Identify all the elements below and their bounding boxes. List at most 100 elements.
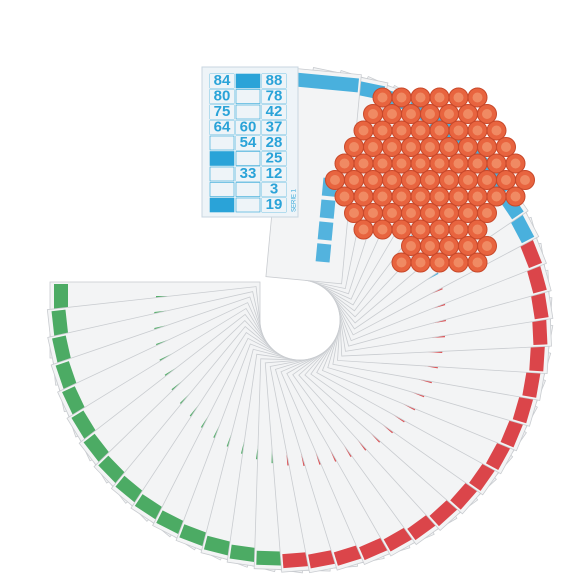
chip-center bbox=[444, 208, 454, 218]
chip-center bbox=[358, 125, 369, 136]
chip-center bbox=[415, 125, 426, 136]
chip-center bbox=[358, 158, 369, 169]
number-cell bbox=[236, 136, 260, 150]
chip-center bbox=[463, 208, 473, 218]
chip-center bbox=[472, 92, 483, 103]
card-cell bbox=[209, 151, 235, 166]
number-cell bbox=[210, 120, 234, 135]
number-cell bbox=[236, 167, 260, 181]
chip-center bbox=[463, 142, 473, 152]
chip-center bbox=[444, 175, 454, 185]
chip-center bbox=[501, 142, 511, 152]
chip-center bbox=[415, 92, 426, 103]
chip-center bbox=[510, 158, 521, 169]
chip-center bbox=[463, 175, 473, 185]
chip-center bbox=[472, 125, 483, 136]
chip-center bbox=[387, 208, 397, 218]
number-cell bbox=[262, 182, 286, 197]
chip-center bbox=[339, 191, 350, 202]
chip-center bbox=[396, 257, 407, 268]
chip-center bbox=[425, 142, 435, 152]
chip-center bbox=[434, 125, 445, 136]
number-cell bbox=[210, 74, 234, 88]
chip-center bbox=[444, 241, 454, 251]
card-number: 75 bbox=[214, 103, 231, 120]
chip-center bbox=[482, 208, 492, 218]
chip-center bbox=[434, 224, 445, 235]
chip-center bbox=[368, 208, 378, 218]
card-cell bbox=[317, 221, 334, 241]
chip-center bbox=[396, 224, 407, 235]
chip-center bbox=[377, 224, 388, 235]
card-cell bbox=[235, 89, 261, 104]
chip-center bbox=[472, 191, 483, 202]
card-number: 19 bbox=[266, 196, 283, 213]
chip-center bbox=[377, 125, 388, 136]
chip-center bbox=[406, 142, 416, 152]
card-fan bbox=[46, 67, 554, 574]
chip-center bbox=[453, 191, 464, 202]
chip-center bbox=[434, 158, 445, 169]
card-cell bbox=[209, 197, 235, 213]
card-cell bbox=[209, 135, 235, 151]
chip-center bbox=[434, 257, 445, 268]
card-cell bbox=[319, 199, 336, 219]
chip-center bbox=[330, 175, 340, 185]
chip-center bbox=[425, 175, 435, 185]
chip-center bbox=[491, 158, 502, 169]
chip-center bbox=[387, 175, 397, 185]
card-cell bbox=[209, 166, 235, 182]
card-cell bbox=[235, 73, 261, 89]
chip-center bbox=[491, 191, 502, 202]
chip-center bbox=[415, 224, 426, 235]
number-cell bbox=[262, 198, 286, 212]
card-number: 28 bbox=[266, 134, 283, 151]
card-number: 33 bbox=[240, 165, 257, 182]
chip-center bbox=[339, 158, 350, 169]
card-number: 54 bbox=[240, 134, 257, 151]
chip-center bbox=[444, 109, 454, 119]
card-stripe bbox=[285, 71, 359, 93]
card-cell bbox=[235, 104, 261, 120]
card-number: 37 bbox=[266, 118, 283, 135]
card-number: 3 bbox=[270, 180, 278, 197]
number-cell bbox=[262, 74, 286, 88]
chip-center bbox=[425, 109, 435, 119]
card-cell bbox=[209, 182, 235, 197]
chip-center bbox=[463, 241, 473, 251]
chip-center bbox=[472, 158, 483, 169]
chip-pile bbox=[325, 87, 535, 273]
card-number: 60 bbox=[240, 118, 257, 135]
number-cell bbox=[262, 151, 286, 166]
chip-center bbox=[415, 158, 426, 169]
card-number: 80 bbox=[214, 87, 231, 104]
chip-center bbox=[358, 224, 369, 235]
number-cell bbox=[262, 136, 286, 150]
chip-center bbox=[368, 109, 378, 119]
chip-center bbox=[349, 142, 359, 152]
number-cell bbox=[210, 105, 234, 119]
chip-center bbox=[434, 191, 445, 202]
chip-center bbox=[482, 142, 492, 152]
chip-center bbox=[510, 191, 521, 202]
chip-center bbox=[377, 158, 388, 169]
number-cell bbox=[262, 105, 286, 119]
chip-center bbox=[368, 175, 378, 185]
chip-center bbox=[482, 175, 492, 185]
chip-center bbox=[520, 175, 530, 185]
chip-center bbox=[349, 208, 359, 218]
chip-center bbox=[415, 191, 426, 202]
number-cell bbox=[262, 167, 286, 181]
chip-center bbox=[406, 241, 416, 251]
number-cell bbox=[210, 89, 234, 104]
card-cell bbox=[235, 151, 261, 166]
chip-center bbox=[444, 142, 454, 152]
chip-center bbox=[368, 142, 378, 152]
card-number: 78 bbox=[266, 87, 283, 104]
chip-center bbox=[387, 142, 397, 152]
number-cell bbox=[262, 89, 286, 104]
chip-center bbox=[396, 92, 407, 103]
card-number: 84 bbox=[214, 72, 231, 89]
